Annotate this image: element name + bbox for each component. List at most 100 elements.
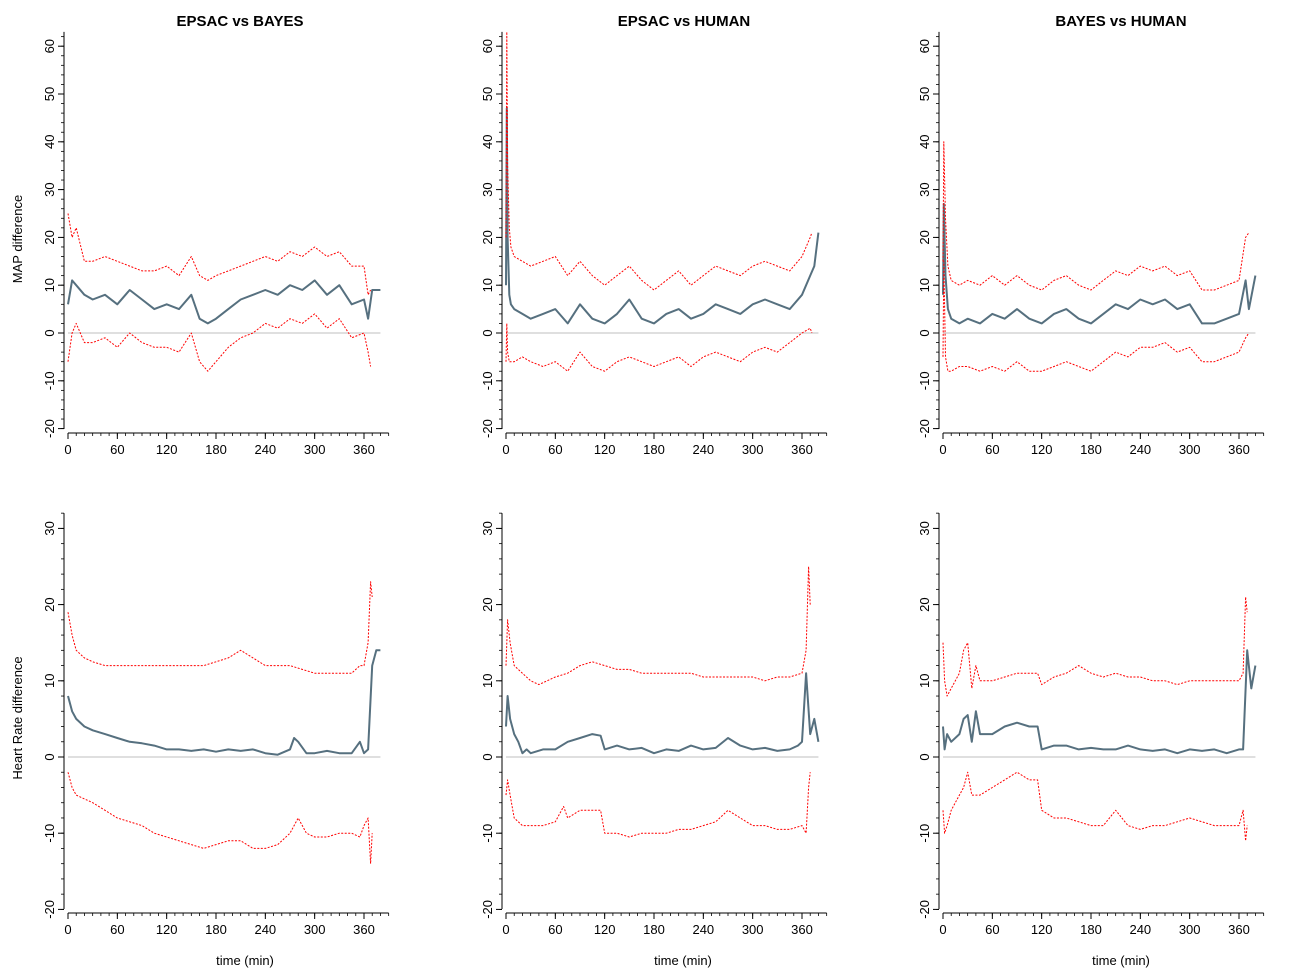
x-tick-label: 360 — [791, 442, 813, 457]
series-lower-line — [67, 772, 373, 865]
series-lower-line — [67, 313, 372, 372]
series-difference-line — [67, 649, 381, 756]
xlabel-col-2: time (min) — [654, 953, 712, 968]
x-tick-label: 240 — [692, 922, 714, 937]
series-upper-line — [505, 566, 811, 686]
series-difference-line — [942, 649, 1257, 755]
x-tick-label: 300 — [304, 922, 326, 937]
y-tick-label: 30 — [42, 521, 57, 535]
y-tick-label: 20 — [480, 230, 495, 244]
series-upper-line — [67, 213, 372, 296]
x-tick-label: 240 — [1129, 442, 1151, 457]
x-tick-label: 0 — [64, 922, 71, 937]
y-tick-label: 20 — [917, 230, 932, 244]
y-tick-label: 40 — [917, 135, 932, 149]
x-tick-label: 180 — [1080, 922, 1102, 937]
x-tick-label: 60 — [548, 922, 562, 937]
x-tick-label: 0 — [939, 922, 946, 937]
x-tick-label: 300 — [1179, 442, 1201, 457]
y-tick-label: 0 — [480, 753, 495, 760]
y-tick-label: 40 — [480, 135, 495, 149]
y-tick-label: 10 — [917, 278, 932, 292]
y-tick-label: 30 — [480, 521, 495, 535]
x-tick-label: 180 — [205, 442, 227, 457]
x-tick-label: 360 — [353, 922, 375, 937]
x-tick-label: 300 — [742, 922, 764, 937]
series-lower-line — [505, 322, 813, 372]
y-tick-label: -20 — [917, 419, 932, 438]
y-tick-label: 30 — [917, 182, 932, 196]
y-tick-label: -20 — [917, 900, 932, 919]
y-tick-label: 30 — [42, 182, 57, 196]
row-ylabel-hr: Heart Rate difference — [10, 656, 25, 779]
x-tick-label: 180 — [643, 922, 665, 937]
y-tick-label: 10 — [917, 674, 932, 688]
x-tick-label: 300 — [742, 442, 764, 457]
y-tick-label: 30 — [917, 521, 932, 535]
y-tick-label: 20 — [42, 597, 57, 611]
y-tick-label: 50 — [917, 87, 932, 101]
series-lower-line — [505, 772, 811, 838]
y-tick-label: -20 — [480, 900, 495, 919]
y-tick-label: 10 — [480, 674, 495, 688]
y-tick-label: 0 — [42, 329, 57, 336]
x-tick-label: 180 — [205, 922, 227, 937]
x-tick-label: 360 — [1228, 922, 1250, 937]
series-upper-line — [505, 31, 813, 291]
x-tick-label: 240 — [692, 442, 714, 457]
y-tick-label: 0 — [480, 329, 495, 336]
y-tick-label: 0 — [917, 753, 932, 760]
col-title-2: EPSAC vs HUMAN — [618, 13, 751, 30]
series-difference-line — [505, 672, 820, 755]
y-tick-label: 0 — [917, 329, 932, 336]
series-difference-line — [505, 107, 820, 325]
panel-1-3: -20 -10 0 10 20 30 40 50 60 0 60 120 180 240 300 360 — [917, 31, 1265, 457]
x-tick-label: 360 — [791, 922, 813, 937]
x-tick-label: 0 — [502, 442, 509, 457]
y-tick-label: -20 — [480, 419, 495, 438]
y-tick-label: -10 — [917, 824, 932, 843]
xlabel-col-1: time (min) — [216, 953, 274, 968]
y-tick-label: -20 — [42, 900, 57, 919]
y-tick-label: -10 — [480, 371, 495, 390]
x-tick-label: 240 — [254, 442, 276, 457]
x-tick-label: 360 — [1228, 442, 1250, 457]
y-tick-label: -10 — [480, 824, 495, 843]
x-tick-label: 120 — [156, 442, 178, 457]
x-tick-label: 120 — [1031, 922, 1053, 937]
x-tick-label: 120 — [594, 442, 616, 457]
y-tick-label: 60 — [480, 39, 495, 53]
x-tick-label: 60 — [985, 442, 999, 457]
x-tick-label: 60 — [110, 442, 124, 457]
x-tick-label: 60 — [548, 442, 562, 457]
x-tick-label: 0 — [502, 922, 509, 937]
series-difference-line — [942, 202, 1257, 325]
series-difference-line — [67, 279, 381, 325]
x-tick-label: 300 — [1179, 922, 1201, 937]
y-tick-label: 20 — [42, 230, 57, 244]
y-tick-label: 50 — [480, 87, 495, 101]
panel-1-2: -20 -10 0 10 20 30 40 50 60 0 60 120 180 240 300 360 — [480, 31, 828, 457]
col-title-1: EPSAC vs BAYES — [176, 13, 303, 30]
y-tick-label: 50 — [42, 87, 57, 101]
y-tick-label: 0 — [42, 753, 57, 760]
y-tick-label: 60 — [42, 39, 57, 53]
x-tick-label: 360 — [353, 442, 375, 457]
y-tick-label: 10 — [480, 278, 495, 292]
x-tick-label: 120 — [594, 922, 616, 937]
y-tick-label: -10 — [42, 371, 57, 390]
series-upper-line — [67, 581, 373, 674]
y-tick-label: 60 — [917, 39, 932, 53]
x-tick-label: 120 — [156, 922, 178, 937]
row-ylabel-map: MAP difference — [10, 195, 25, 283]
series-lower-line — [942, 260, 1250, 372]
x-tick-label: 0 — [64, 442, 71, 457]
y-tick-label: -10 — [42, 824, 57, 843]
x-tick-label: 240 — [254, 922, 276, 937]
x-tick-label: 180 — [1080, 442, 1102, 457]
y-tick-label: 20 — [917, 597, 932, 611]
xlabel-col-3: time (min) — [1092, 953, 1150, 968]
